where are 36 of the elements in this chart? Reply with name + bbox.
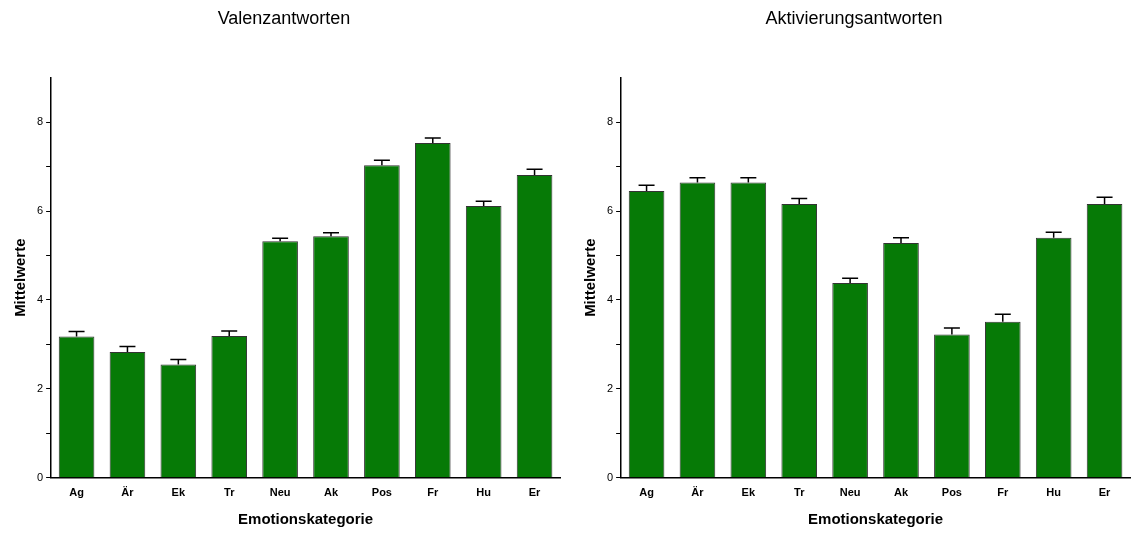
- x-tick-label: Ak: [893, 486, 909, 499]
- y-tick-label: 4: [36, 292, 44, 305]
- x-tick-label: Pos: [371, 486, 392, 499]
- x-tick-label: Er: [1098, 486, 1112, 499]
- x-tick-label: Är: [691, 486, 705, 499]
- x-tick-label: Ek: [171, 486, 186, 499]
- y-tick-label: 6: [606, 204, 614, 217]
- x-tick-label: Neu: [839, 486, 861, 499]
- x-tick-label: Ag: [69, 486, 84, 499]
- x-tick-label: Fr: [427, 486, 439, 499]
- y-tick-label: 8: [606, 115, 614, 128]
- y-tick-label: 0: [606, 470, 614, 483]
- x-tick-label: Pos: [941, 486, 962, 499]
- y-axis-title: Mittelwerte: [11, 238, 29, 317]
- x-tick-label: Hu: [476, 486, 491, 499]
- y-tick-label: 4: [606, 292, 614, 305]
- x-tick-label: Ek: [741, 486, 756, 499]
- y-tick-label: 2: [606, 381, 614, 394]
- x-tick-label: Tr: [224, 486, 236, 499]
- x-tick-label: Fr: [997, 486, 1009, 499]
- y-tick-label: 8: [36, 115, 44, 128]
- x-tick-label: Tr: [794, 486, 806, 499]
- x-tick-label: Ak: [323, 486, 339, 499]
- y-tick-label: 2: [36, 381, 44, 394]
- chart-title: Valenzantworten: [217, 7, 351, 28]
- y-axis-title: Mittelwerte: [581, 238, 599, 317]
- x-tick-label: Er: [528, 486, 542, 499]
- x-tick-label: Är: [121, 486, 135, 499]
- chart-title: Aktivierungsantworten: [765, 7, 943, 28]
- y-tick-label: 0: [36, 470, 44, 483]
- x-axis-title: Emotionskategorie: [808, 510, 944, 528]
- x-tick-label: Neu: [269, 486, 291, 499]
- y-tick-label: 6: [36, 204, 44, 217]
- x-tick-label: Ag: [639, 486, 654, 499]
- x-axis-title: Emotionskategorie: [238, 510, 374, 528]
- x-tick-label: Hu: [1046, 486, 1061, 499]
